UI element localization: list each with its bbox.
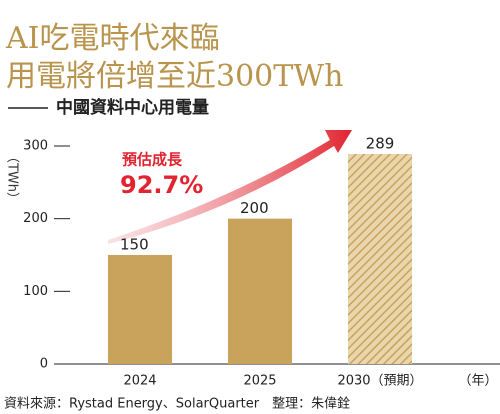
x-tick-label: 2025	[243, 374, 276, 389]
data-label: 289	[366, 134, 395, 152]
y-tick-label: 0	[40, 357, 48, 372]
bar	[228, 218, 292, 364]
subtitle: 中國資料中心用電量	[56, 97, 209, 118]
bar	[108, 255, 172, 364]
data-label: 150	[120, 236, 149, 254]
y-tick-label: 100	[23, 284, 48, 299]
data-label: 200	[240, 199, 269, 217]
plot: 0 100 200 300 2024 150 2025 200 2030（預期） 289	[23, 134, 500, 389]
y-tick-label: 200	[23, 211, 48, 226]
growth-arrow	[108, 130, 352, 244]
y-axis-label: （TWh）	[5, 150, 20, 205]
y-tick-label: 300	[23, 139, 48, 154]
chart-title: AI吃電時代來臨	[5, 21, 220, 56]
annotation: 預估成長	[122, 151, 183, 169]
annotation: 92.7%	[120, 171, 203, 199]
chart-title: 用電將倍增至近300TWh	[6, 59, 343, 94]
bar	[348, 153, 412, 364]
source: 資料來源：Rystad Energy、SolarQuarter 整理：朱偉銓	[4, 397, 350, 412]
x-tick-label: 2024	[123, 374, 156, 389]
x-tick-label: 2030（預期）	[337, 374, 422, 389]
x-axis-unit: （年）	[458, 374, 497, 389]
